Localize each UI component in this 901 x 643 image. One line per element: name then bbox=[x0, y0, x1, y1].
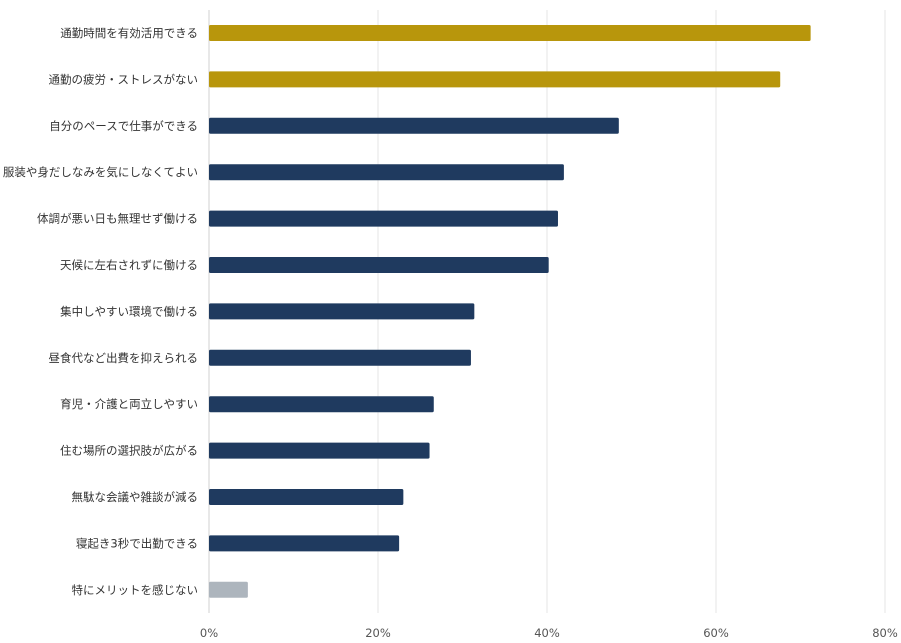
category-label: 服装や身だしなみを気にしなくてよい bbox=[3, 165, 198, 179]
x-tick-label: 80% bbox=[872, 626, 898, 640]
category-label: 通勤時間を有効活用できる bbox=[60, 26, 198, 40]
bar bbox=[209, 164, 564, 181]
category-label: 天候に左右されずに働ける bbox=[60, 258, 198, 272]
bar bbox=[209, 303, 475, 320]
bar-layer bbox=[209, 25, 811, 598]
category-label: 集中しやすい環境で働ける bbox=[60, 304, 198, 318]
x-tick-label: 0% bbox=[200, 626, 218, 640]
bar bbox=[209, 117, 619, 134]
x-tick-label: 40% bbox=[534, 626, 560, 640]
category-label: 体調が悪い日も無理せず働ける bbox=[37, 212, 198, 226]
bar bbox=[209, 210, 558, 227]
bar bbox=[209, 257, 549, 273]
bar bbox=[209, 442, 430, 459]
x-tick-label: 60% bbox=[703, 626, 729, 640]
bar bbox=[209, 489, 404, 505]
bar bbox=[209, 25, 811, 41]
category-label: 特にメリットを感じない bbox=[72, 583, 199, 597]
bar bbox=[209, 535, 400, 552]
category-label: 通勤の疲労・ストレスがない bbox=[49, 72, 199, 86]
bar bbox=[209, 349, 471, 366]
category-label: 育児・介護と両立しやすい bbox=[60, 397, 198, 411]
bar bbox=[209, 581, 248, 598]
x-tick-label: 20% bbox=[365, 626, 391, 640]
grid-layer bbox=[208, 10, 886, 613]
category-label: 自分のペースで仕事ができる bbox=[49, 119, 198, 133]
category-label: 無駄な会議や雑談が減る bbox=[72, 490, 199, 504]
x-axis-tick-layer: 0% 20% 40% 60% 80% bbox=[200, 626, 898, 640]
bar bbox=[209, 396, 434, 413]
category-label: 住む場所の選択肢が広がる bbox=[60, 444, 198, 458]
bar bbox=[209, 71, 781, 88]
category-label: 昼食代など出費を抑えられる bbox=[49, 351, 199, 365]
category-label: 寝起き3秒で出勤できる bbox=[76, 536, 198, 550]
category-label-layer: 通勤時間を有効活用できる通勤の疲労・ストレスがない自分のペースで仕事ができる服装… bbox=[3, 26, 198, 597]
